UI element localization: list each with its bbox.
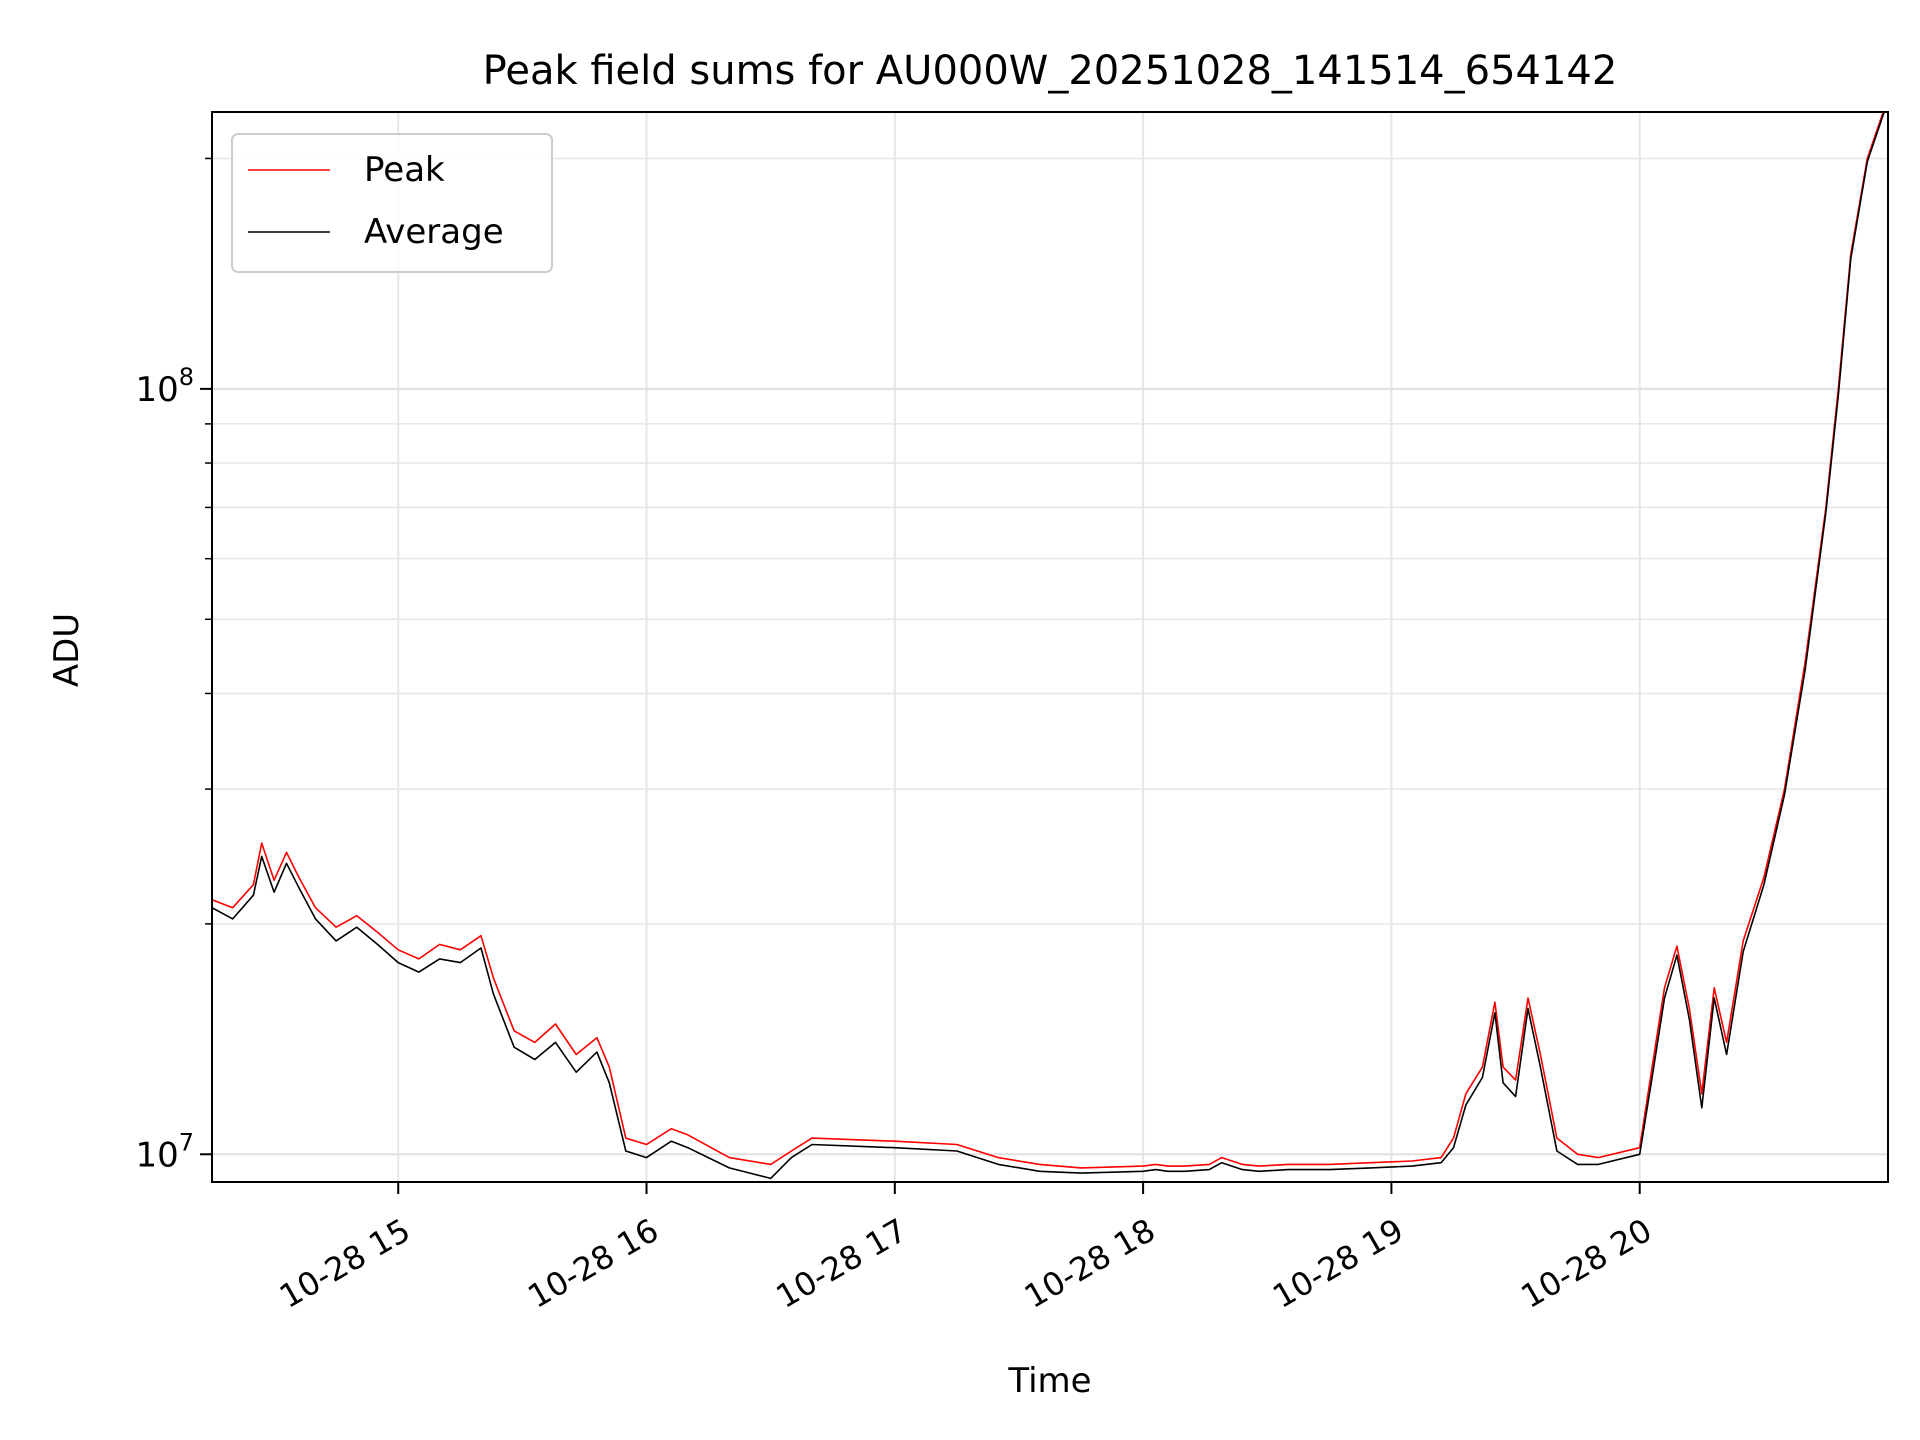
chart-title: Peak field sums for AU000W_20251028_1415… [483,48,1618,94]
series-layer [212,112,1885,1180]
legend-label-peak: Peak [364,150,445,190]
series-line-average [212,112,1885,1180]
y-tick-label: 108 [135,363,194,410]
series-line-peak [212,112,1885,1169]
grid-lines [212,112,1888,1182]
y-tick-label: 107 [135,1128,194,1175]
legend: Peak Average [231,133,553,273]
legend-label-average: Average [364,212,504,252]
y-axis-label: ADU [47,613,87,687]
legend-box [231,133,553,273]
plot-frame [211,111,1889,1183]
x-axis-label: Time [1007,1361,1091,1401]
